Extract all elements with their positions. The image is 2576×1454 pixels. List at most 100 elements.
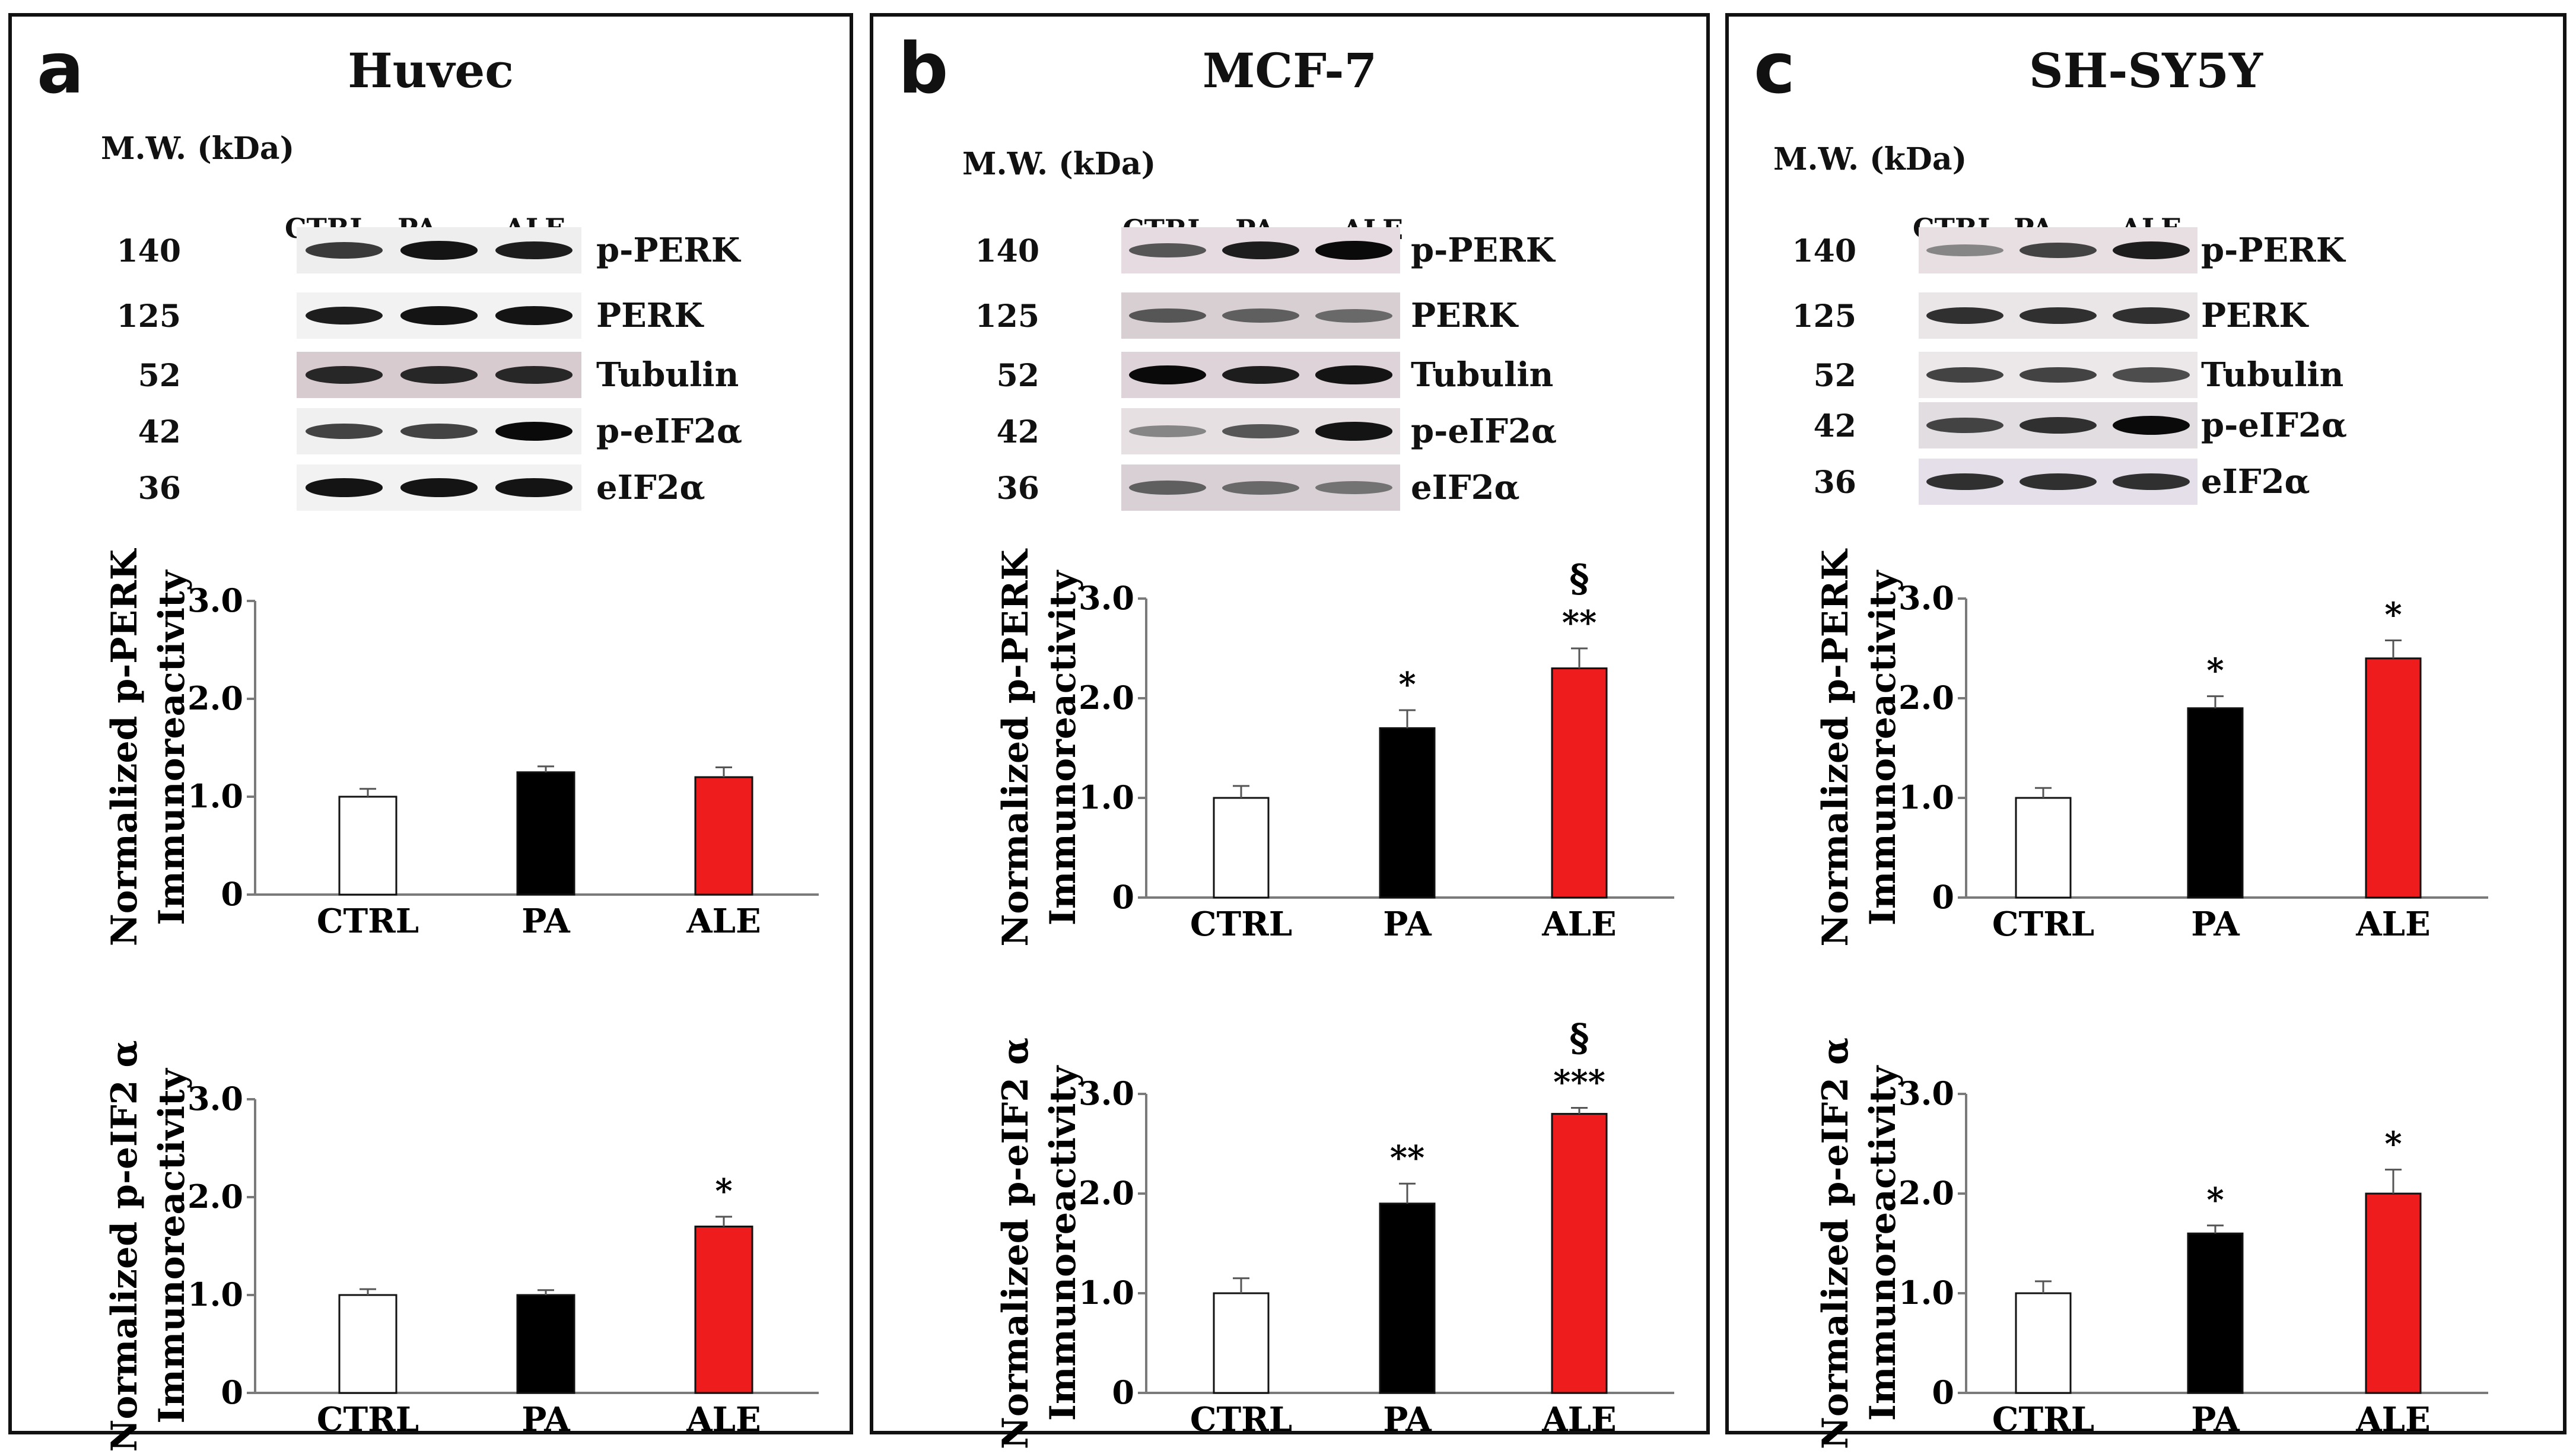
y-tick-label: 3.0 <box>187 581 243 619</box>
panel-label: c <box>1754 27 1795 109</box>
blot-band <box>306 423 383 440</box>
blot-strip <box>1919 352 2197 398</box>
x-tick-label: CTRL <box>1992 905 2094 944</box>
blot-strip <box>297 408 581 454</box>
y-axis-label-line: Normalized p-eIF2 α <box>1815 1038 1856 1449</box>
y-tick-label: 2.0 <box>1079 679 1134 717</box>
blot-band <box>1315 241 1392 260</box>
blot-strip <box>1919 292 2197 339</box>
significance-section-mark: § <box>1569 1016 1589 1061</box>
significance-stars: * <box>1398 665 1416 704</box>
blot-band <box>1222 308 1299 323</box>
y-tick-label: 2.0 <box>187 679 243 717</box>
panel-b: b MCF-7 M.W. (kDa) Normalized p-PERK Immu… <box>870 13 1710 1449</box>
panel-title: SH-SY5Y <box>2028 43 2263 98</box>
bar-ale <box>694 776 753 896</box>
protein-label: PERK <box>596 296 704 335</box>
blot-band <box>400 478 478 497</box>
panel-label: b <box>898 27 949 109</box>
protein-label: eIF2α <box>2201 462 2310 501</box>
blot-band <box>1129 243 1207 258</box>
blot-band <box>495 478 573 497</box>
kda-label: 125 <box>1792 298 1856 335</box>
blot-strip <box>1121 352 1400 398</box>
protein-label: Tubulin <box>2201 355 2344 394</box>
kda-label: 52 <box>996 358 1039 394</box>
bar-ale <box>694 1226 753 1394</box>
protein-label: p-eIF2α <box>596 412 743 451</box>
blot-band <box>306 478 383 497</box>
y-axis-label: Normalized p-PERK Immunoreactivity <box>995 549 1084 947</box>
bar-pa <box>516 771 575 896</box>
x-tick-label: ALE <box>1541 1400 1617 1439</box>
bar-pa <box>2187 1232 2244 1394</box>
significance-stars: * <box>2384 596 2402 635</box>
blot-band <box>1315 481 1392 495</box>
blot-strip <box>1919 459 2197 505</box>
blot-band <box>1222 424 1299 439</box>
blot-band <box>2112 473 2190 491</box>
bar-chart-p-perk: Normalized p-PERK Immunoreactivity 0 1.0 2.0… <box>995 549 1674 947</box>
y-axis-label: Normalized p-eIF2 α Immunoreactivity <box>104 1040 193 1452</box>
y-tick-label: 1.0 <box>1079 1274 1134 1312</box>
y-axis-label-line: Normalized p-PERK <box>995 549 1036 947</box>
bar-pa <box>516 1294 575 1394</box>
bar-pa <box>2187 707 2244 899</box>
blot-strip <box>297 227 581 273</box>
panel-title: MCF-7 <box>1202 43 1378 98</box>
bar-chart-p-eif2a: Normalized p-eIF2 α Immunoreactivity 0 1.0 2… <box>1815 1038 2488 1449</box>
y-tick-label: 1.0 <box>1898 1274 1954 1312</box>
y-axis-label-line: Normalized p-eIF2 α <box>995 1038 1036 1449</box>
bar-ctrl <box>338 796 397 896</box>
bar-chart-p-eif2a: Normalized p-eIF2 α Immunoreactivity 0 1.0 2… <box>995 1016 1674 1449</box>
x-tick-label: CTRL <box>1190 905 1292 944</box>
y-tick-label: 1.0 <box>1898 778 1954 816</box>
y-axis-label-line: Immunoreactivity <box>1042 1065 1084 1421</box>
panel-title: Huvec <box>348 43 514 98</box>
protein-label: p-eIF2α <box>2201 406 2348 445</box>
y-tick-label: 3.0 <box>1898 579 1954 617</box>
kda-label: 42 <box>996 414 1039 450</box>
y-axis-label: Normalized p-eIF2 α Immunoreactivity <box>1815 1038 1904 1449</box>
y-tick-label: 0 <box>1112 878 1134 916</box>
blot-band <box>1222 365 1299 384</box>
x-tick-label: ALE <box>2355 1400 2431 1439</box>
blot-band <box>306 366 383 384</box>
bar-chart-p-perk: Normalized p-PERK Immunoreactivity 0 1.0 2.0… <box>104 548 819 946</box>
y-tick-label: 1.0 <box>187 1275 243 1313</box>
blot-strip <box>297 352 581 398</box>
blot-band <box>1129 425 1207 438</box>
blot-band <box>306 306 383 325</box>
blot-band <box>2020 416 2097 434</box>
y-axis-label: Normalized p-eIF2 α Immunoreactivity <box>995 1038 1084 1449</box>
x-tick-label: ALE <box>686 1400 761 1439</box>
kda-label: 125 <box>116 298 181 335</box>
y-axis-label-line: Normalized p-PERK <box>104 548 145 946</box>
protein-label: Tubulin <box>1411 355 1554 394</box>
bar-ale <box>1551 1113 1608 1394</box>
blot-band <box>1926 307 2004 324</box>
blot-strip <box>1121 292 1400 339</box>
y-tick-label: 3.0 <box>1079 1074 1134 1112</box>
blot-band <box>1315 365 1392 384</box>
blot-band <box>1926 244 2004 257</box>
x-tick-label: PA <box>521 1400 571 1439</box>
kda-label: 52 <box>138 358 181 394</box>
blot-band <box>495 422 573 441</box>
protein-label: eIF2α <box>1411 468 1520 507</box>
blot-band <box>2112 307 2190 324</box>
significance-stars: * <box>2206 651 2224 691</box>
y-axis-label-line: Normalized p-PERK <box>1815 549 1856 947</box>
y-tick-label: 2.0 <box>187 1178 243 1216</box>
blot-strip <box>297 464 581 511</box>
y-tick-label: 0 <box>1932 878 1954 916</box>
blot-band <box>2020 367 2097 383</box>
y-axis-label-line: Normalized p-eIF2 α <box>104 1040 145 1452</box>
bar-pa <box>1379 727 1436 899</box>
kda-label: 36 <box>138 470 181 507</box>
y-tick-label: 1.0 <box>1079 778 1134 816</box>
y-axis-label-line: Immunoreactivity <box>1042 569 1084 925</box>
y-tick-label: 0 <box>1112 1373 1134 1411</box>
blot-band <box>2020 242 2097 259</box>
y-tick-label: 3.0 <box>1898 1074 1954 1112</box>
